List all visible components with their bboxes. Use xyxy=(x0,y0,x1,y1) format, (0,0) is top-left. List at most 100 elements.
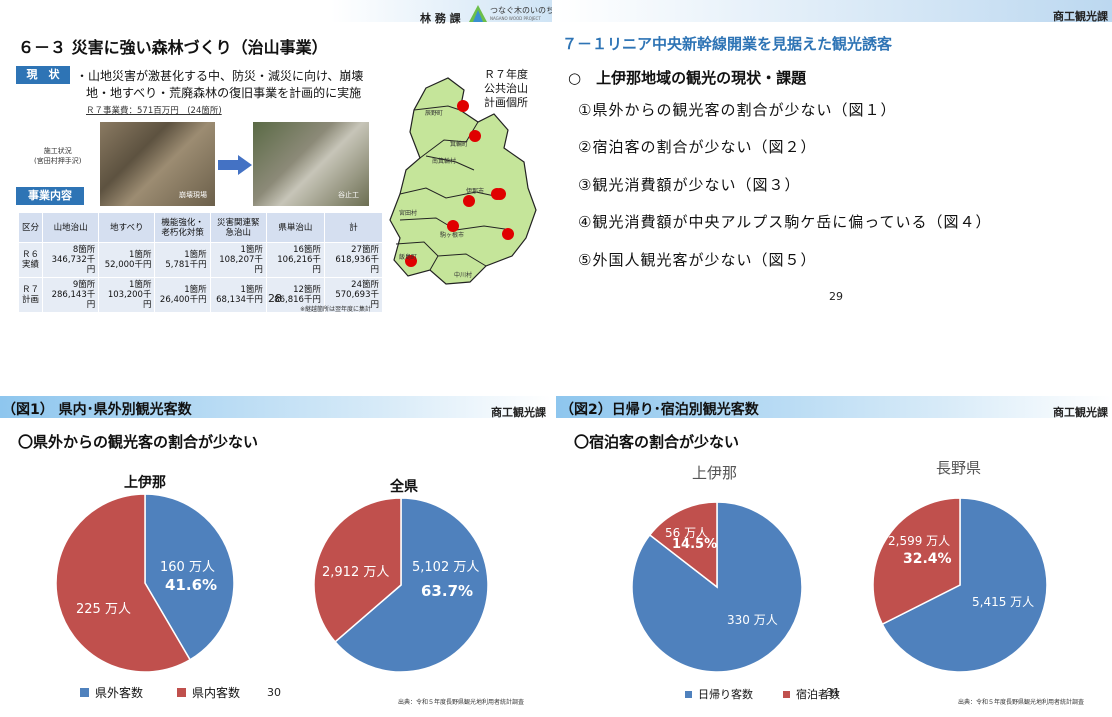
region-map xyxy=(389,77,537,285)
figure-title: （図2）日帰り･宿泊別観光客数 xyxy=(560,402,759,418)
pie-slice xyxy=(872,497,961,626)
map-label: 駒ヶ根市 xyxy=(440,232,465,239)
pie-slice xyxy=(313,497,402,643)
map-title-line2: 公共治山 xyxy=(484,82,528,95)
pie-label: 56 万人 xyxy=(665,526,709,540)
table-cell: 27箇所 618,936千円 xyxy=(323,242,384,278)
issue-item: ⑤外国人観光客が少ない（図５） xyxy=(578,251,817,269)
pie-label: 5,415 万人 xyxy=(972,595,1035,609)
photo-after: 谷止工 xyxy=(253,122,369,206)
department-label: 林 務 課 xyxy=(420,12,461,25)
page-31: （図2）日帰り･宿泊別観光客数 商工観光課 〇宿泊客の割合が少ない 上伊那 56… xyxy=(556,393,1112,717)
page-number: 29 xyxy=(829,290,843,303)
map-pin xyxy=(463,195,475,207)
table-header: 災害関連緊急治山 xyxy=(209,212,267,243)
table-cell: 1箇所 68,134千円 xyxy=(209,277,267,313)
issue-item: ④観光消費額が中央アルプス駒ケ岳に偏っている（図４） xyxy=(578,213,992,231)
department-label: 商工観光課 xyxy=(1053,406,1108,419)
map-pin xyxy=(457,100,469,112)
figure-title: （図1） 県内･県外別観光客数 xyxy=(2,402,192,418)
chart-legend: 県外客数 県内客数 xyxy=(80,684,240,701)
table-row-label: Ｒ６実績 xyxy=(17,242,44,278)
page-29: 商工観光課 ７－１リニア中央新幹線開業を見据えた観光誘客 ○ 上伊那地域の観光の… xyxy=(556,0,1112,360)
pie-pct: 32.4% xyxy=(903,551,952,567)
table-header: 県単治山 xyxy=(265,212,325,243)
photo-after-label: 谷止工 xyxy=(338,191,359,199)
table-cell: 16箇所 106,216千円 xyxy=(265,242,325,278)
chart-title: 全県 xyxy=(390,479,418,495)
map-label: 箕輪町 xyxy=(450,141,469,148)
legend-label: 日帰り客数 xyxy=(698,688,753,701)
map-pin xyxy=(405,255,417,267)
pie-label: 5,102 万人 xyxy=(412,560,480,575)
header-bar xyxy=(556,0,1112,22)
pie-chart-2 xyxy=(313,497,489,673)
pie-slice xyxy=(55,493,192,673)
page-number: 28 xyxy=(268,292,282,305)
source-note: 出典：令和５年度長野県観光地利用者統計調査 xyxy=(398,699,525,706)
table-row-label: Ｒ７計画 xyxy=(17,277,44,313)
legend-swatch xyxy=(783,690,790,698)
map-title-line1: Ｒ７年度 xyxy=(484,68,528,81)
table-cell: 24箇所 570,693千円 xyxy=(323,277,384,313)
header-bar xyxy=(0,0,552,22)
figure-subtitle: 〇宿泊客の割合が少ない xyxy=(574,433,740,451)
issue-item: ①県外からの観光客の割合が少ない（図１） xyxy=(578,101,897,119)
table-cell: 1箇所 5,781千円 xyxy=(154,242,211,278)
table-header-row: 区分 山地治山 地すべり 機能強化・老朽化対策 災害関連緊急治山 県単治山 計 xyxy=(17,212,384,243)
map-label: 飯島町 xyxy=(399,254,418,261)
legend-swatch xyxy=(177,688,187,697)
photo-caption-line2: (宮田村押手沢) xyxy=(34,157,82,165)
source-note: 出典：令和５年度長野県観光地利用者統計調査 xyxy=(958,699,1085,706)
map-label: 南箕輪村 xyxy=(432,158,457,165)
pie-label: 330 万人 xyxy=(727,613,778,627)
table-cell: 8箇所 346,732千円 xyxy=(42,242,100,278)
chart-title: 上伊那 xyxy=(692,464,738,482)
photo-before: 崩壊現場 xyxy=(100,122,215,206)
pie-label: 225 万人 xyxy=(76,602,131,617)
section-bar xyxy=(556,396,1112,418)
pie-chart-1 xyxy=(55,493,235,673)
pie-slice xyxy=(334,497,489,673)
pie-chart-4 xyxy=(872,497,1048,673)
map-title: Ｒ７年度 公共治山 計画個所 xyxy=(484,68,528,110)
photo-before-label: 崩壊現場 xyxy=(179,191,207,199)
pie-label: 2,599 万人 xyxy=(888,534,951,548)
table-header: 山地治山 xyxy=(42,212,100,243)
department-label: 商工観光課 xyxy=(491,406,546,419)
legend-swatch xyxy=(685,690,692,698)
chart-title: 上伊那 xyxy=(124,475,166,491)
table-row: Ｒ７計画 9箇所 286,143千円 1箇所 103,200千円 1箇所 26,… xyxy=(17,277,384,313)
map-title-line3: 計画個所 xyxy=(484,96,528,109)
issue-item: ③観光消費額が少ない（図３） xyxy=(578,176,801,194)
map-label: 宮田村 xyxy=(399,210,418,217)
department-label: 商工観光課 xyxy=(1053,10,1108,23)
table-header: 計 xyxy=(323,212,384,243)
pie-pct: 63.7% xyxy=(421,582,474,600)
table-header: 区分 xyxy=(17,212,44,243)
page-title: ７－１リニア中央新幹線開業を見据えた観光誘客 xyxy=(562,35,893,53)
pie-pct: 41.6% xyxy=(165,576,218,594)
chart-title: 長野県 xyxy=(936,459,982,477)
legend-swatch xyxy=(80,688,89,697)
status-text-1: ・山地災害が激甚化する中、防災・減災に向け、崩壊 xyxy=(76,69,364,83)
map-label: 伊那市 xyxy=(466,188,485,195)
photo-caption: 施工状況 (宮田村押手沢) xyxy=(34,146,81,166)
leaf-icon xyxy=(469,5,487,22)
table-row: Ｒ６実績 8箇所 346,732千円 1箇所 52,000千円 1箇所 5,78… xyxy=(17,242,384,278)
page-number: 30 xyxy=(267,686,281,699)
table-note: ※継越箇所は翌年度に集計 xyxy=(300,306,372,313)
section-bar xyxy=(0,396,552,418)
figure-subtitle: 〇県外からの観光客の割合が少ない xyxy=(18,433,259,451)
page-28: 林 務 課 つなぐ木のいのち NAGANO WOOD PROJECT ６－３ 災… xyxy=(0,0,552,360)
map-pin xyxy=(469,130,481,142)
pie-slice xyxy=(144,493,235,661)
map-label: 中川村 xyxy=(454,272,473,279)
logo: つなぐ木のいのち NAGANO WOOD PROJECT xyxy=(468,2,552,26)
page-30: （図1） 県内･県外別観光客数 商工観光課 〇県外からの観光客の割合が少ない 上… xyxy=(0,393,552,717)
content-label: 事業内容 xyxy=(16,187,84,205)
table-cell: 1箇所 52,000千円 xyxy=(98,242,156,278)
photo-caption-line1: 施工状況 xyxy=(43,147,72,155)
pie-slice xyxy=(648,501,718,589)
pie-label: 160 万人 xyxy=(160,560,215,575)
